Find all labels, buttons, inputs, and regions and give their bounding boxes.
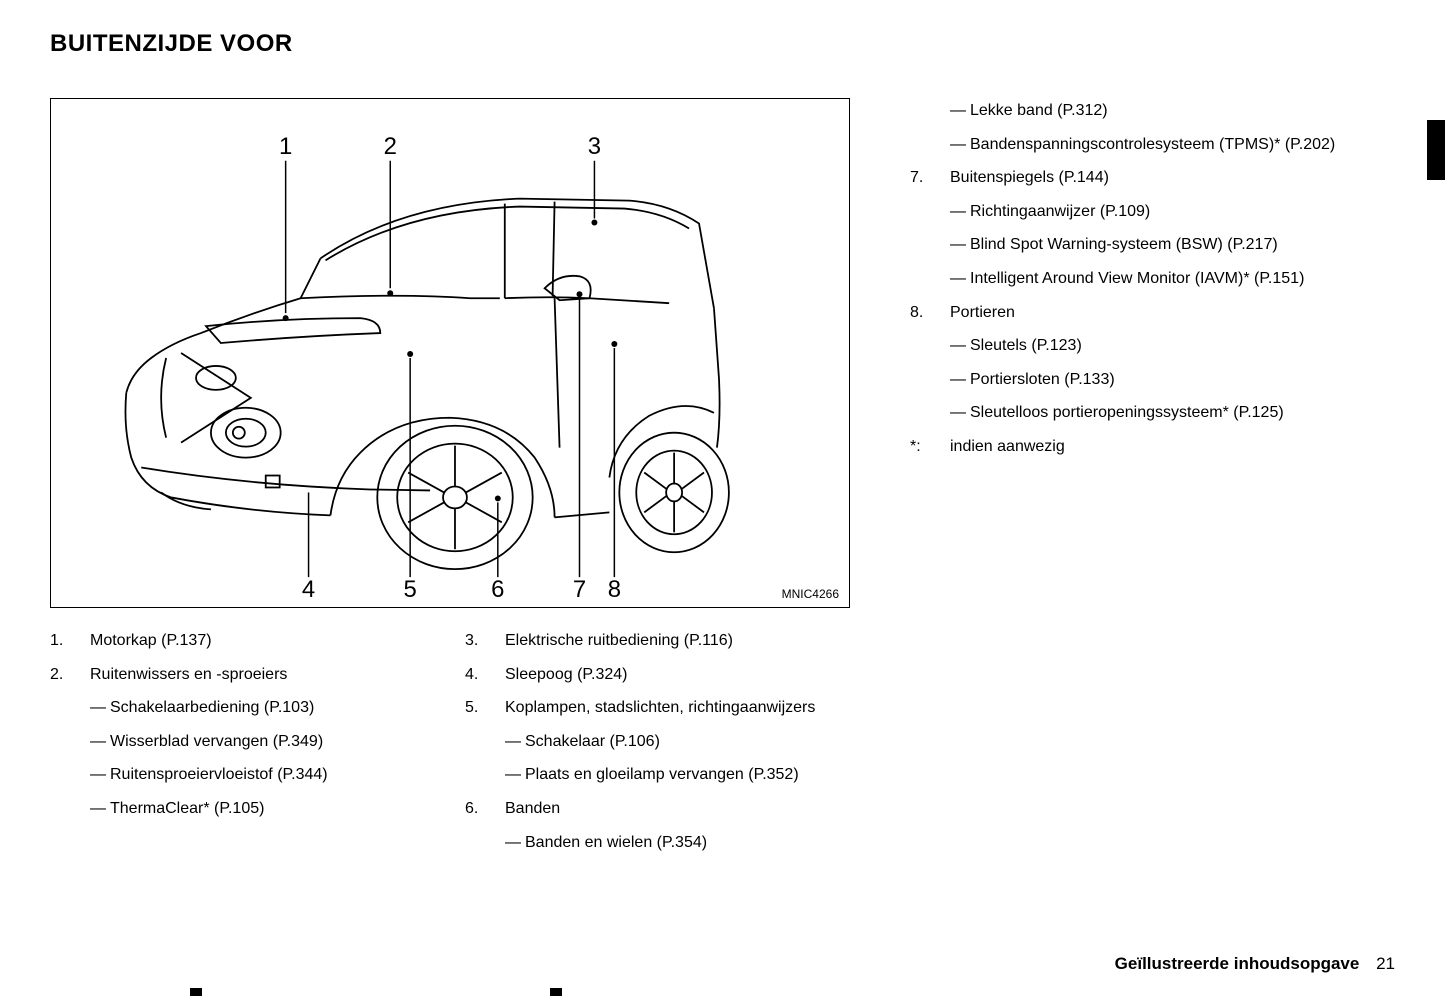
sub-item: Sleutels (P.123) [910, 333, 1395, 359]
image-code: MNIC4266 [782, 587, 839, 601]
sub-item: Intelligent Around View Monitor (IAVM)* … [910, 266, 1395, 292]
sub-item: Blind Spot Warning-systeem (BSW) (P.217) [910, 232, 1395, 258]
col1: 1.Motorkap (P.137)2.Ruitenwissers en -sp… [50, 628, 435, 863]
sub-item: Banden en wielen (P.354) [465, 830, 850, 856]
sub-item: Sleutelloos portieropeningssysteem* (P.1… [910, 400, 1395, 426]
sub-item: Wisserblad vervangen (P.349) [50, 729, 435, 755]
vehicle-svg: 1 2 3 [51, 99, 849, 607]
page-title: BUITENZIJDE VOOR [50, 30, 1395, 58]
item-text: Sleepoog (P.324) [505, 662, 850, 688]
item-number: 3. [465, 628, 505, 654]
list-item: 3.Elektrische ruitbediening (P.116) [465, 628, 850, 654]
sub-item: Schakelaarbediening (P.103) [50, 695, 435, 721]
list-columns-bottom: 1.Motorkap (P.137)2.Ruitenwissers en -sp… [50, 628, 850, 863]
callout-5: 5 [404, 576, 417, 603]
crop-mark [190, 988, 202, 996]
callout-4: 4 [302, 576, 315, 603]
list-item: 5.Koplampen, stadslichten, richtingaanwi… [465, 695, 850, 721]
item-text: Portieren [950, 300, 1395, 326]
list-item: 4.Sleepoog (P.324) [465, 662, 850, 688]
item-number: *: [910, 434, 950, 460]
item-text: indien aanwezig [950, 434, 1395, 460]
sub-item: ThermaClear* (P.105) [50, 796, 435, 822]
item-number: 8. [910, 300, 950, 326]
sub-item: Portiersloten (P.133) [910, 367, 1395, 393]
item-number: 2. [50, 662, 90, 688]
sub-item: Richtingaanwijzer (P.109) [910, 199, 1395, 225]
callout-6: 6 [491, 576, 504, 603]
sub-item: Lekke band (P.312) [910, 98, 1395, 124]
item-number: 4. [465, 662, 505, 688]
callout-8: 8 [608, 576, 621, 603]
item-number: 6. [465, 796, 505, 822]
callout-1: 1 [279, 133, 292, 160]
callout-7: 7 [573, 576, 586, 603]
item-text: Buitenspiegels (P.144) [950, 165, 1395, 191]
item-text: Koplampen, stadslichten, richtingaanwijz… [505, 695, 850, 721]
list-item: *:indien aanwezig [910, 434, 1395, 460]
footer-text: Geïllustreerde inhoudsopgave [1115, 954, 1360, 973]
item-number: 7. [910, 165, 950, 191]
side-tab-marker [1427, 120, 1445, 180]
sub-item: Schakelaar (P.106) [465, 729, 850, 755]
footer: Geïllustreerde inhoudsopgave 21 [1115, 954, 1395, 974]
item-text: Motorkap (P.137) [90, 628, 435, 654]
sub-item: Plaats en gloeilamp vervangen (P.352) [465, 762, 850, 788]
sub-item: Bandenspanningscontrolesysteem (TPMS)* (… [910, 132, 1395, 158]
callout-2: 2 [384, 133, 397, 160]
list-item: 7.Buitenspiegels (P.144) [910, 165, 1395, 191]
list-item: 1.Motorkap (P.137) [50, 628, 435, 654]
callout-3: 3 [588, 133, 601, 160]
footer-page: 21 [1376, 954, 1395, 973]
item-text: Elektrische ruitbediening (P.116) [505, 628, 850, 654]
sub-item: Ruitensproeiervloeistof (P.344) [50, 762, 435, 788]
col2: 3.Elektrische ruitbediening (P.116)4.Sle… [465, 628, 850, 863]
list-item: 8.Portieren [910, 300, 1395, 326]
left-column: 1 2 3 [50, 98, 850, 863]
item-number: 1. [50, 628, 90, 654]
vehicle-diagram: 1 2 3 [50, 98, 850, 608]
list-item: 6.Banden [465, 796, 850, 822]
item-number: 5. [465, 695, 505, 721]
crop-mark [550, 988, 562, 996]
list-item: 2.Ruitenwissers en -sproeiers [50, 662, 435, 688]
right-column: Lekke band (P.312) Bandenspanningscontrol… [910, 98, 1395, 863]
item-text: Ruitenwissers en -sproeiers [90, 662, 435, 688]
item-text: Banden [505, 796, 850, 822]
content-grid: 1 2 3 [50, 98, 1395, 863]
